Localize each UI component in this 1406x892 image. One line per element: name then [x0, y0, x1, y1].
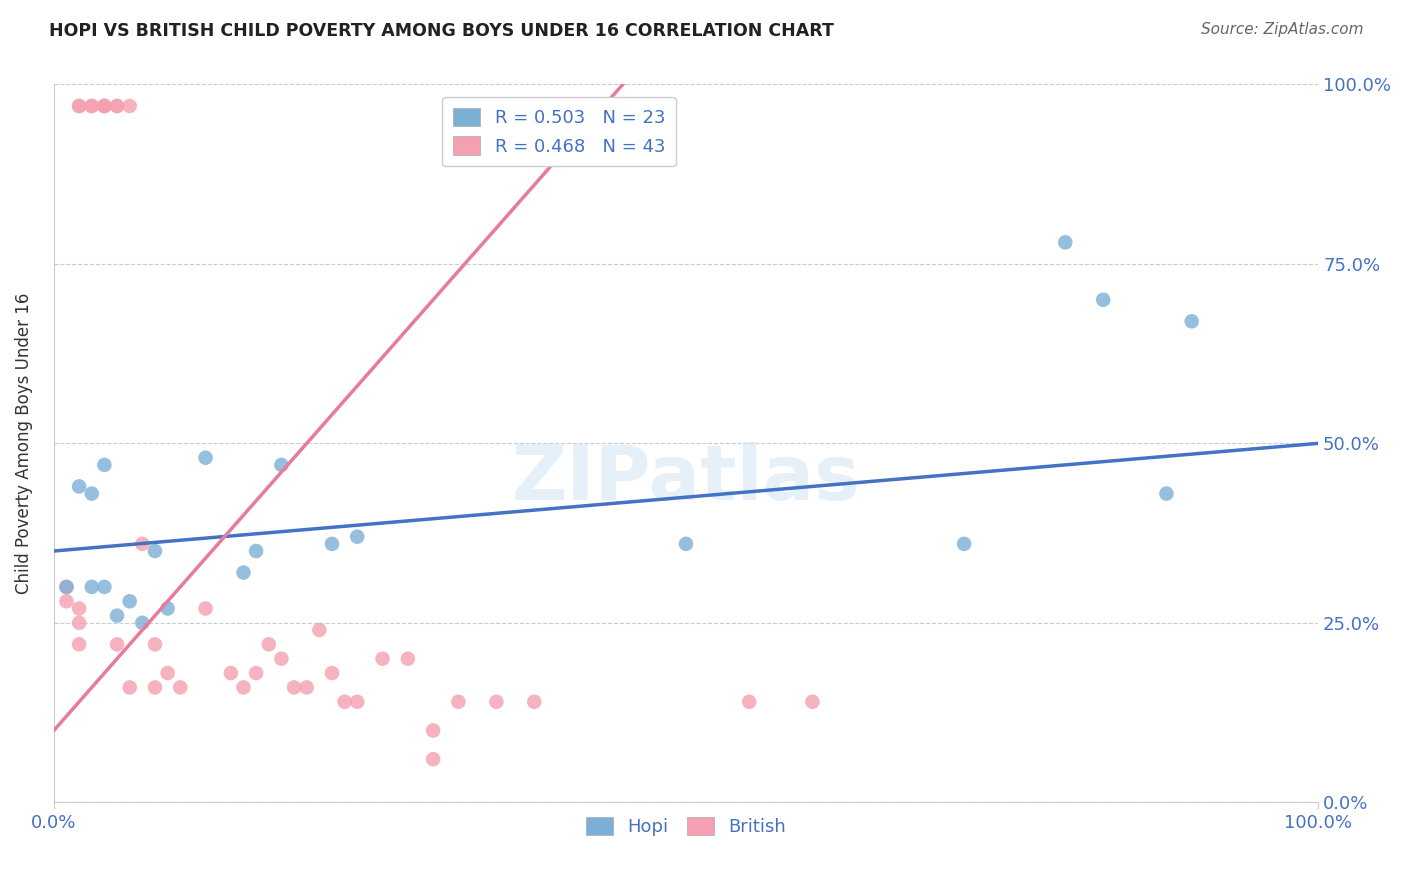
Point	[80, 486, 103, 500]
Point	[156, 601, 179, 615]
Point	[118, 594, 141, 608]
Point	[738, 695, 761, 709]
Point	[143, 544, 166, 558]
Point	[308, 623, 330, 637]
Point	[447, 695, 470, 709]
Point	[105, 608, 128, 623]
Point	[245, 666, 267, 681]
Point	[422, 752, 444, 766]
Point	[523, 695, 546, 709]
Point	[321, 537, 343, 551]
Point	[80, 99, 103, 113]
Text: Source: ZipAtlas.com: Source: ZipAtlas.com	[1201, 22, 1364, 37]
Point	[118, 681, 141, 695]
Point	[169, 681, 191, 695]
Point	[67, 637, 90, 651]
Point	[93, 458, 115, 472]
Point	[118, 99, 141, 113]
Point	[105, 637, 128, 651]
Text: HOPI VS BRITISH CHILD POVERTY AMONG BOYS UNDER 16 CORRELATION CHART: HOPI VS BRITISH CHILD POVERTY AMONG BOYS…	[49, 22, 834, 40]
Point	[67, 479, 90, 493]
Point	[80, 580, 103, 594]
Point	[1181, 314, 1204, 328]
Point	[346, 695, 368, 709]
Point	[55, 580, 77, 594]
Point	[283, 681, 305, 695]
Point	[93, 99, 115, 113]
Point	[346, 530, 368, 544]
Point	[67, 99, 90, 113]
Point	[55, 580, 77, 594]
Point	[422, 723, 444, 738]
Point	[143, 681, 166, 695]
Point	[67, 601, 90, 615]
Y-axis label: Child Poverty Among Boys Under 16: Child Poverty Among Boys Under 16	[15, 293, 32, 594]
Point	[232, 566, 254, 580]
Point	[93, 99, 115, 113]
Point	[105, 99, 128, 113]
Point	[675, 537, 697, 551]
Point	[333, 695, 356, 709]
Point	[55, 594, 77, 608]
Point	[80, 99, 103, 113]
Point	[485, 695, 508, 709]
Point	[270, 458, 292, 472]
Point	[295, 681, 318, 695]
Point	[131, 537, 153, 551]
Point	[396, 651, 419, 665]
Point	[321, 666, 343, 681]
Point	[257, 637, 280, 651]
Point	[156, 666, 179, 681]
Point	[105, 99, 128, 113]
Point	[232, 681, 254, 695]
Point	[194, 601, 217, 615]
Point	[143, 637, 166, 651]
Point	[67, 99, 90, 113]
Point	[131, 615, 153, 630]
Point	[801, 695, 824, 709]
Point	[1092, 293, 1115, 307]
Point	[93, 580, 115, 594]
Point	[219, 666, 242, 681]
Legend: Hopi, British: Hopi, British	[579, 810, 793, 844]
Point	[270, 651, 292, 665]
Point	[371, 651, 394, 665]
Point	[245, 544, 267, 558]
Point	[1156, 486, 1178, 500]
Point	[67, 615, 90, 630]
Text: ZIPatlas: ZIPatlas	[512, 442, 860, 516]
Point	[953, 537, 976, 551]
Point	[93, 99, 115, 113]
Point	[1054, 235, 1077, 250]
Point	[194, 450, 217, 465]
